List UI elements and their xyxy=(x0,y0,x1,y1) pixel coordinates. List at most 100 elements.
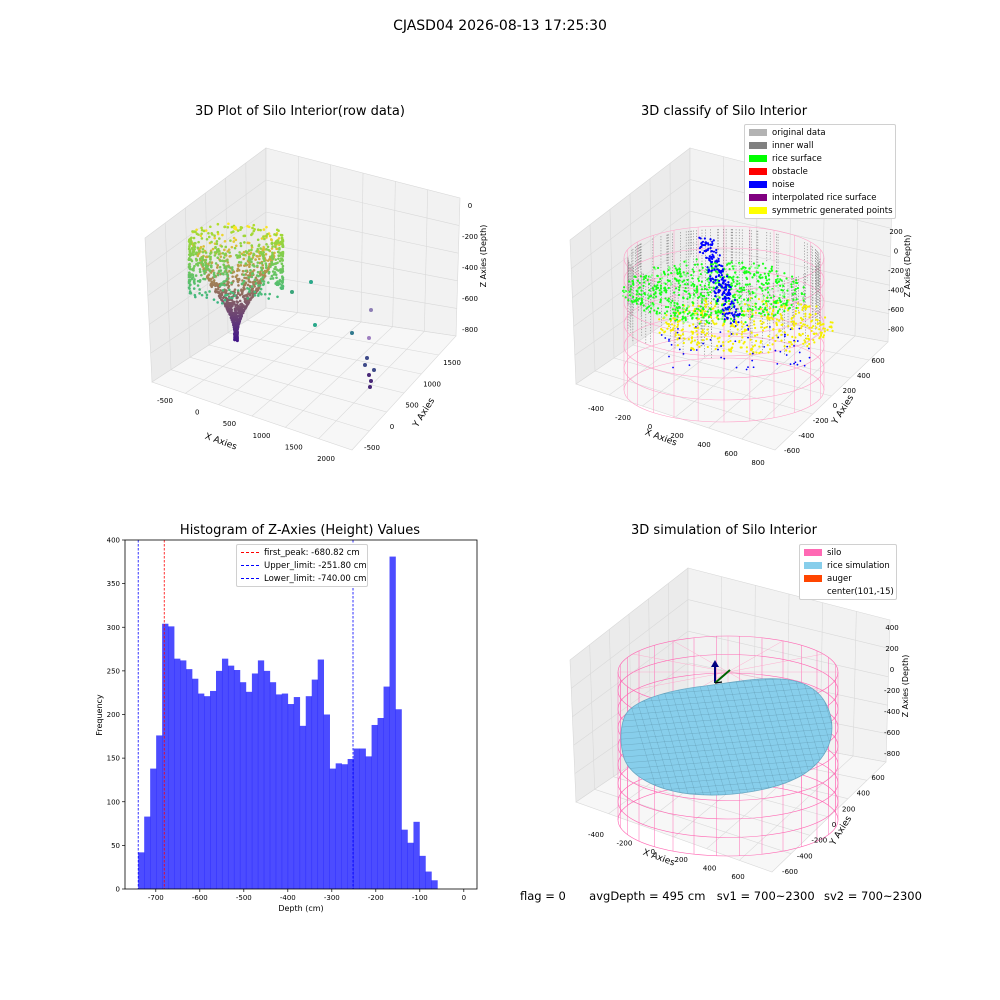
avg-depth-value: avgDepth = 495 cm xyxy=(589,889,706,903)
raw-3d-points xyxy=(187,222,376,389)
histogram-xtick-label: 0 xyxy=(462,894,466,902)
raw-ytick: -500 xyxy=(364,444,380,452)
classify-plot-title: 3D classify of Silo Interior xyxy=(640,104,808,119)
raw-zlabel: Z Axies (Depth) xyxy=(479,225,488,288)
classify-3d-plot: -400-2000200400600800-600-400-2000200400… xyxy=(569,147,912,467)
figure-suptitle: CJASD04 2026-08-13 17:25:30 xyxy=(393,18,607,34)
histogram-bar xyxy=(239,682,247,889)
classify-xtick: 400 xyxy=(697,441,710,449)
histogram-bar xyxy=(341,764,348,889)
histogram-ytick-label: 0 xyxy=(116,886,120,894)
histogram-xlabel: Depth (cm) xyxy=(278,904,323,913)
classify-xlabel: X Axies xyxy=(643,428,678,449)
raw-ytick: 0 xyxy=(390,423,394,431)
simulation-legend-item: center(101,-15) xyxy=(800,585,896,598)
histogram-bar xyxy=(144,816,151,889)
raw-ztick: -200 xyxy=(462,233,478,241)
raw-xlabel: X Axies xyxy=(203,432,238,453)
raw-ytick: 1500 xyxy=(443,359,461,367)
classify-ytick: 400 xyxy=(857,372,870,380)
raw-ztick: 0 xyxy=(468,202,472,210)
legend-line-swatch xyxy=(241,552,259,553)
histogram-xtick-label: -300 xyxy=(324,894,340,902)
histogram-xtick-label: -700 xyxy=(148,894,164,902)
raw-ytick: 1000 xyxy=(423,380,441,388)
histogram-legend-item: Upper_limit: -251.80 cm xyxy=(237,559,367,572)
classify-ytick: 0 xyxy=(833,402,837,410)
histogram-bar xyxy=(359,748,366,889)
raw-ztick: -400 xyxy=(462,264,478,272)
histogram-ytick-label: 400 xyxy=(107,537,120,545)
classify-ztick: -600 xyxy=(888,306,904,314)
histogram-bar xyxy=(293,697,301,889)
histogram-bar xyxy=(210,690,217,889)
histogram-bar xyxy=(389,556,396,889)
histogram-ytick-label: 150 xyxy=(107,755,120,763)
simulation-zlabel: Z Axies (Depth) xyxy=(901,655,910,718)
simulation-ytick: 400 xyxy=(857,790,870,798)
classify-xtick: 600 xyxy=(724,450,737,458)
legend-swatch xyxy=(749,129,767,136)
histogram-legend: first_peak: -680.82 cm Upper_limit: -251.… xyxy=(236,544,368,587)
simulation-ztick: 200 xyxy=(885,645,898,653)
raw-ztick: -800 xyxy=(462,326,478,334)
histogram-ytick-label: 200 xyxy=(107,711,120,719)
simulation-ztick: 0 xyxy=(890,666,894,674)
classify-xtick: -400 xyxy=(588,405,604,413)
sv2-value: sv2 = 700~2300 xyxy=(823,889,922,903)
histogram-bar xyxy=(395,709,402,889)
simulation-legend: silo rice simulation auger center(101,-15) xyxy=(799,544,897,600)
simulation-xtick: 200 xyxy=(675,856,688,864)
histogram-bar xyxy=(257,660,265,889)
legend-label: rice surface xyxy=(772,153,822,164)
legend-swatch xyxy=(804,549,822,556)
histogram-bar xyxy=(180,660,187,889)
histogram-bar xyxy=(413,821,420,889)
simulation-xtick: 600 xyxy=(731,873,744,881)
classify-ztick: -400 xyxy=(888,287,904,295)
flag-value: flag = 0 xyxy=(520,889,566,903)
histogram-bar xyxy=(323,714,330,889)
classify-ztick: -200 xyxy=(888,267,904,275)
histogram-bar xyxy=(311,679,319,889)
histogram-bar xyxy=(365,756,372,889)
legend-swatch xyxy=(804,562,822,569)
legend-swatch xyxy=(749,207,767,214)
histogram-xtick-label: -500 xyxy=(236,894,252,902)
legend-swatch xyxy=(749,168,767,175)
simulation-ylabel: Y Axies xyxy=(828,814,854,848)
simulation-ytick: 200 xyxy=(842,805,855,813)
histogram-bar xyxy=(335,763,342,889)
histogram-ytick-label: 300 xyxy=(107,624,120,632)
legend-label: rice simulation xyxy=(827,560,890,571)
simulation-legend-item: auger xyxy=(800,572,896,585)
classify-legend: original data inner wall rice surface obsta… xyxy=(744,124,896,219)
simulation-ztick: -200 xyxy=(884,687,900,695)
histogram-bar xyxy=(215,670,223,889)
histogram-bar xyxy=(425,871,432,889)
legend-label: auger xyxy=(827,573,852,584)
simulation-ztick: 400 xyxy=(885,624,898,632)
legend-label: obstacle xyxy=(772,166,808,177)
classify-ylabel: Y Axies xyxy=(830,393,856,427)
legend-line-swatch xyxy=(241,565,259,566)
histogram-legend-item: Lower_limit: -740.00 cm xyxy=(237,572,367,585)
simulation-ztick: -400 xyxy=(884,708,900,716)
legend-line-swatch xyxy=(241,578,259,579)
simulation-ytick: 600 xyxy=(871,774,884,782)
legend-label: Lower_limit: -740.00 cm xyxy=(264,573,367,584)
histogram-legend-item: first_peak: -680.82 cm xyxy=(237,546,367,559)
histogram-bar xyxy=(269,682,277,889)
histogram-ytick-label: 350 xyxy=(107,580,120,588)
legend-swatch xyxy=(749,142,767,149)
simulation-ztick: -800 xyxy=(884,750,900,758)
histogram-frame xyxy=(124,539,478,890)
raw-xtick: 500 xyxy=(223,420,236,428)
classify-xtick: 200 xyxy=(670,432,683,440)
histogram-bar xyxy=(251,673,259,889)
classify-ytick: -200 xyxy=(813,417,829,425)
legend-label: first_peak: -680.82 cm xyxy=(264,547,360,558)
classify-legend-item: obstacle xyxy=(745,165,895,178)
raw-xtick: -500 xyxy=(157,397,173,405)
